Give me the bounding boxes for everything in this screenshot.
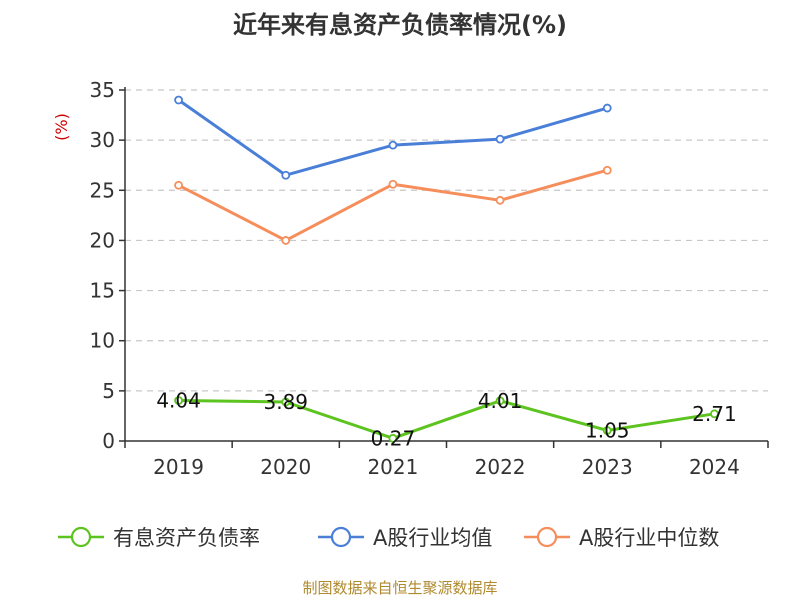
data-label: 4.01: [478, 389, 523, 413]
y-tick-label: 10: [90, 329, 115, 353]
y-tick-label: 5: [102, 379, 115, 403]
chart-title: 近年来有息资产负债率情况(%): [233, 11, 567, 39]
gridlines: [125, 89, 768, 392]
data-point: [602, 103, 612, 113]
legend-label: 有息资产负债率: [113, 526, 260, 550]
data-point: [174, 180, 183, 190]
data-point: [388, 179, 398, 189]
x-tick-label: 2023: [582, 455, 633, 479]
data-point: [281, 397, 291, 407]
data-point: [281, 236, 291, 245]
data-label: 4.04: [156, 388, 201, 412]
data-point: [174, 95, 183, 105]
y-axis-label: (%): [52, 113, 71, 141]
source-note: 制图数据来自恒生聚源数据库: [302, 579, 497, 597]
data-point: [281, 170, 291, 180]
data-label: 2.71: [692, 402, 737, 426]
series-lines: [177, 98, 715, 440]
axes: 0 5 10 15 20 25 30 35 2019 2020 2021 2022 2023 2024: [90, 78, 769, 479]
series-line: [177, 98, 608, 177]
x-tick-label: 2019: [153, 455, 204, 479]
data-point: [388, 433, 398, 443]
legend-marker: [70, 526, 92, 548]
legend-marker: [536, 526, 558, 548]
legend: 有息资产负债率 A股行业均值 A股行业中位数: [58, 526, 719, 550]
series-line: [178, 398, 715, 440]
legend-marker: [330, 526, 352, 548]
x-tick-label: 2022: [475, 455, 526, 479]
data-label: 1.05: [585, 418, 630, 442]
x-tick-label: 2020: [260, 455, 311, 479]
data-point: [602, 426, 612, 435]
data-point: [495, 396, 505, 406]
data-point: [174, 396, 183, 405]
y-tick-label: 25: [90, 178, 115, 202]
y-tick-label: 35: [90, 78, 115, 102]
data-labels: 4.04 3.89 0.27 4.01 1.05 2.71: [156, 388, 736, 450]
data-point: [495, 134, 505, 144]
data-point: [602, 165, 612, 175]
data-label: 0.27: [371, 426, 416, 450]
legend-label: A股行业均值: [373, 526, 492, 550]
y-tick-label: 30: [90, 128, 115, 152]
data-point: [388, 140, 398, 150]
data-point: [495, 195, 505, 205]
data-label: 3.89: [263, 390, 308, 414]
data-point: [710, 409, 719, 419]
x-tick-label: 2024: [689, 455, 740, 479]
y-tick-label: 0: [102, 429, 115, 453]
y-tick-label: 15: [90, 279, 115, 303]
data-points: [174, 95, 719, 443]
y-tick-label: 20: [90, 228, 115, 252]
x-tick-label: 2021: [367, 455, 418, 479]
legend-label: A股行业中位数: [579, 526, 719, 550]
